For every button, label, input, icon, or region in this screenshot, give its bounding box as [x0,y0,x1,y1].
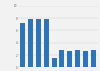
Bar [91,50,96,67]
Bar [20,23,25,67]
Bar [36,19,41,67]
Bar [75,50,80,67]
Bar [52,58,57,67]
Bar [67,51,72,67]
Bar [44,19,49,67]
Bar [28,19,33,67]
Bar [83,51,88,67]
Bar [59,50,64,67]
